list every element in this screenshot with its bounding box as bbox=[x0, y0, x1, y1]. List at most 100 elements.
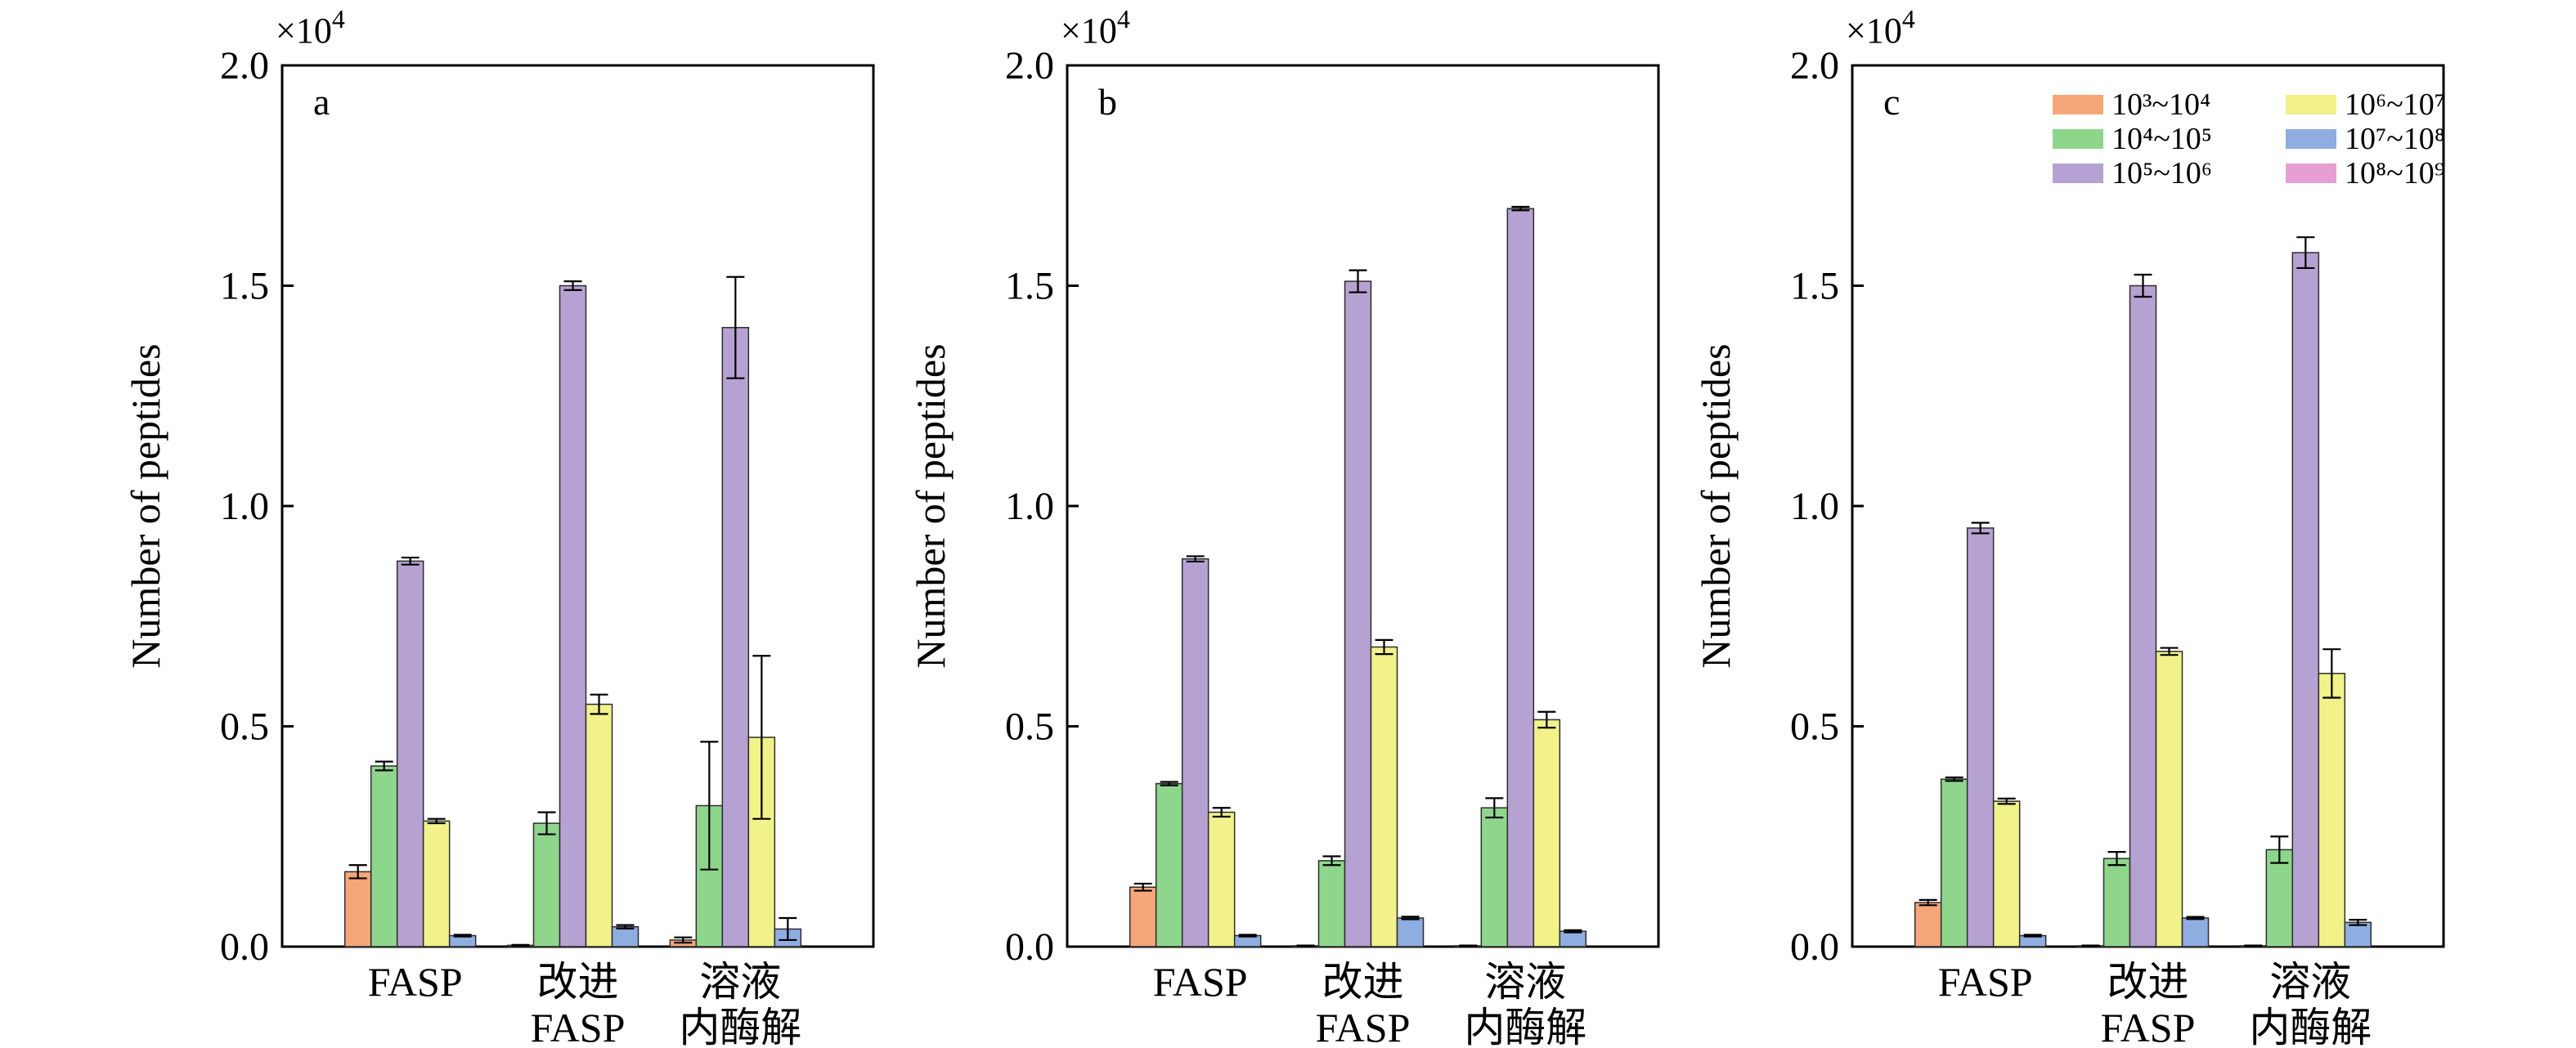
error-bar bbox=[1919, 898, 1937, 907]
legend-swatch bbox=[2053, 163, 2103, 183]
legend-swatch bbox=[2286, 163, 2336, 183]
error-bar bbox=[563, 280, 582, 291]
legend-label: 10⁵~10⁶ bbox=[2112, 156, 2212, 190]
x-category-label: FASP bbox=[1153, 959, 1248, 1005]
error-bar bbox=[2023, 934, 2042, 938]
bar-a-c1-s3 bbox=[585, 703, 613, 947]
x-category-label: FASP bbox=[368, 959, 463, 1005]
bar-a-c0-s0 bbox=[343, 871, 372, 947]
legend-label: 10³~10⁴ bbox=[2112, 87, 2210, 122]
legend-swatch bbox=[2286, 129, 2336, 149]
error-bar bbox=[700, 741, 719, 871]
legend-label: 10⁸~10⁹ bbox=[2345, 156, 2445, 190]
error-bar bbox=[1212, 807, 1231, 818]
chart-panel-a: 0.0 0.5 1.0 1.5 2.0×104 Number of peptides a FA… bbox=[123, 4, 875, 1048]
error-bar bbox=[2134, 273, 2152, 298]
bar-b-c2-s4 bbox=[1559, 930, 1587, 947]
bar-b-c0-s1 bbox=[1155, 782, 1183, 947]
error-bar bbox=[1485, 797, 1504, 819]
bar-b-c2-s1 bbox=[1480, 807, 1509, 947]
bar-c-c2-s1 bbox=[2265, 849, 2294, 947]
y-axis-label: Number of peptides bbox=[123, 343, 168, 668]
bar-a-c1-s4 bbox=[611, 925, 640, 947]
y-tick-label: 1.0 bbox=[1790, 485, 1839, 528]
bar-b-c1-s3 bbox=[1370, 646, 1398, 947]
chart-panel-c: 0.0 0.5 1.0 1.5 2.0×104 Number of peptides c FA… bbox=[1693, 4, 2445, 1048]
error-bar bbox=[2107, 851, 2126, 867]
error-bar bbox=[427, 817, 446, 825]
error-bar bbox=[752, 655, 771, 820]
error-bar bbox=[2349, 919, 2367, 926]
bar-b-c1-s1 bbox=[1317, 860, 1346, 947]
bar-b-c0-s2 bbox=[1181, 558, 1209, 947]
legend-swatch bbox=[2286, 95, 2336, 114]
error-bar bbox=[1511, 205, 1530, 212]
y-tick-label: 2.0 bbox=[220, 44, 269, 87]
y-tick-label: 0.5 bbox=[1790, 705, 1839, 749]
bar-c-c2-s4 bbox=[2344, 921, 2372, 947]
x-category-label: 改进 FASP bbox=[1316, 959, 1411, 1048]
bar-b-c1-s2 bbox=[1344, 280, 1372, 947]
axis-multiplier: ×104 bbox=[276, 4, 345, 51]
x-category-label: 改进 FASP bbox=[531, 959, 626, 1048]
y-tick-label: 1.0 bbox=[1005, 485, 1054, 528]
error-bar bbox=[1945, 776, 1963, 782]
legend: 10³~10⁴ 10⁶~10⁷ 10⁴~10⁵ 10⁷~10⁸ 10⁵~10⁶ 10⁸~1… bbox=[2053, 87, 2445, 190]
y-tick-label: 0.0 bbox=[1005, 925, 1054, 969]
error-bar bbox=[1322, 855, 1341, 867]
bar-c-c1-s1 bbox=[2103, 858, 2131, 947]
x-category-label: 溶液内酶解 bbox=[1464, 959, 1586, 1048]
error-bar bbox=[1459, 944, 1478, 947]
error-bar bbox=[537, 811, 556, 835]
y-tick-label: 1.0 bbox=[220, 485, 269, 528]
error-bar bbox=[401, 556, 420, 566]
bar-c-c0-s2 bbox=[1966, 527, 1995, 947]
error-bar bbox=[1238, 934, 1257, 938]
error-bar bbox=[2270, 835, 2289, 864]
legend-label: 10⁶~10⁷ bbox=[2345, 87, 2445, 122]
error-bar bbox=[1133, 882, 1152, 892]
bar-b-c0-s0 bbox=[1129, 886, 1157, 947]
bar-a-c0-s3 bbox=[422, 820, 451, 947]
error-bar bbox=[375, 760, 393, 772]
legend-swatch bbox=[2053, 129, 2103, 149]
bar-c-c1-s3 bbox=[2155, 651, 2183, 947]
panel-label: a bbox=[313, 81, 330, 123]
error-bar bbox=[2160, 647, 2179, 656]
error-bar bbox=[1971, 522, 1990, 535]
error-bar bbox=[779, 916, 797, 942]
error-bar bbox=[1401, 916, 1420, 920]
error-bar bbox=[1186, 555, 1205, 563]
x-category-label: 改进 FASP bbox=[2101, 959, 2196, 1048]
bar-c-c0-s0 bbox=[1914, 902, 1942, 947]
y-tick-label: 0.0 bbox=[1790, 925, 1839, 969]
panel-label: c bbox=[1883, 81, 1900, 123]
y-axis-label: Number of peptides bbox=[908, 343, 954, 668]
bar-a-c0-s2 bbox=[396, 560, 424, 947]
error-bar bbox=[1160, 781, 1178, 786]
error-bar bbox=[2322, 648, 2341, 699]
y-tick-label: 1.5 bbox=[1790, 265, 1839, 308]
error-bar bbox=[2186, 916, 2205, 920]
error-bar bbox=[453, 934, 472, 938]
error-bar bbox=[2296, 236, 2315, 270]
y-tick-label: 0.5 bbox=[220, 705, 269, 749]
y-tick-label: 0.0 bbox=[220, 925, 269, 969]
legend-swatch bbox=[2053, 95, 2103, 114]
bar-a-c1-s1 bbox=[532, 822, 561, 947]
panel-label: b bbox=[1098, 81, 1117, 123]
error-bar bbox=[1349, 269, 1367, 293]
error-bar bbox=[590, 693, 608, 715]
bar-b-c2-s2 bbox=[1506, 208, 1535, 947]
bar-a-c2-s2 bbox=[721, 326, 750, 947]
bar-b-c1-s4 bbox=[1396, 917, 1425, 947]
bar-c-c0-s1 bbox=[1940, 778, 1968, 947]
bar-c-c2-s2 bbox=[2291, 252, 2320, 947]
x-category-label: FASP bbox=[1938, 959, 2033, 1005]
axis-multiplier: ×104 bbox=[1061, 4, 1130, 51]
bar-b-c2-s3 bbox=[1533, 719, 1561, 947]
error-bar bbox=[2244, 944, 2263, 947]
legend-label: 10⁷~10⁸ bbox=[2345, 122, 2445, 156]
error-bar bbox=[1537, 710, 1556, 729]
